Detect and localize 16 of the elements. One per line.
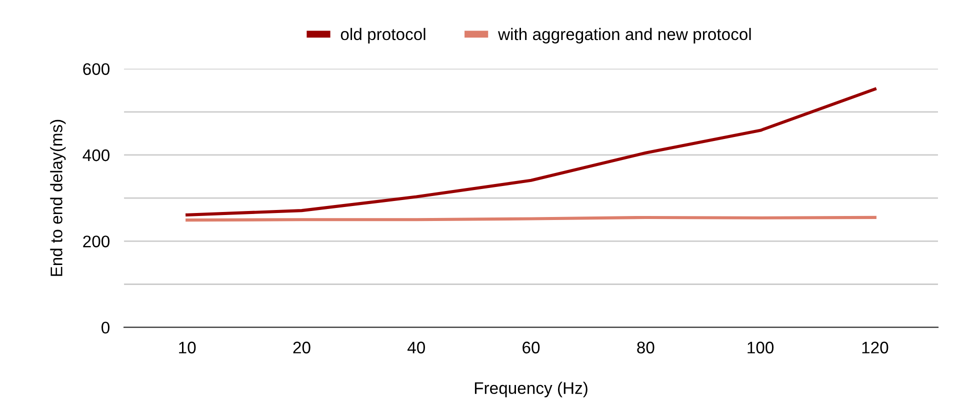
y-tick-label: 600 [83,63,110,76]
y-tick-label: 400 [82,149,110,162]
x-tick-label: 10 [179,342,196,354]
legend-label: with aggregation and new protocol [498,28,751,44]
x-tick-label: 80 [637,342,654,354]
y-tick-label: 0 [102,322,110,334]
x-tick-label: 60 [522,342,540,354]
x-tick-label: 120 [862,342,888,354]
x-tick-label: 40 [407,342,425,354]
y-tick-label: 200 [83,236,110,248]
y-axis-title: End to end delay(ms) [50,120,66,276]
line-series [186,88,876,216]
legend-label: old protocol [340,28,426,44]
x-tick-label: 100 [748,342,774,354]
x-axis-title: Frequency (Hz) [474,382,588,398]
x-tick-label: 20 [293,342,310,354]
